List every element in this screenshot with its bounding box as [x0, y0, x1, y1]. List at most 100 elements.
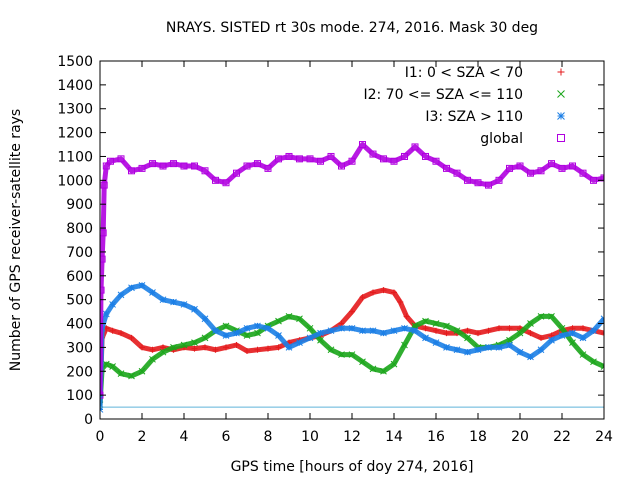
data-point — [369, 150, 377, 158]
legend: I1: 0 < SZA < 70 I2: 70 <= SZA <= 110 I3: … — [363, 65, 565, 147]
data-point — [243, 324, 251, 332]
data-point — [403, 313, 410, 320]
data-point — [369, 365, 377, 373]
data-point — [422, 325, 429, 332]
data-point — [212, 327, 219, 335]
data-point — [453, 327, 461, 335]
data-point — [118, 330, 124, 337]
x-tick-label: 22 — [553, 429, 571, 445]
data-point — [191, 305, 198, 313]
data-point — [102, 360, 110, 368]
data-point — [453, 346, 461, 354]
x-tick-label: 24 — [595, 429, 613, 445]
data-point — [380, 155, 387, 163]
data-point — [149, 355, 156, 363]
data-point — [338, 351, 345, 358]
data-point — [160, 344, 166, 351]
data-point — [170, 160, 177, 168]
data-point — [557, 134, 565, 142]
data-point — [128, 372, 135, 380]
data-point — [254, 160, 261, 168]
data-point — [464, 176, 471, 184]
data-point — [411, 327, 419, 335]
chart-title: NRAYS. SISTED rt 30s mode. 274, 2016. Ma… — [166, 20, 538, 36]
data-point — [432, 157, 440, 165]
legend-label: I1: 0 < SZA < 70 — [405, 65, 523, 81]
data-point — [296, 155, 303, 163]
data-point — [275, 155, 282, 163]
x-tick-label: 4 — [180, 429, 189, 445]
data-point — [557, 90, 565, 98]
data-point — [557, 68, 565, 76]
data-point — [100, 286, 105, 294]
x-tick-label: 8 — [264, 429, 273, 445]
series-square — [100, 141, 604, 399]
data-point — [422, 317, 429, 325]
data-point — [243, 162, 251, 170]
y-tick-label: 1000 — [57, 173, 93, 189]
data-point — [506, 325, 513, 332]
data-point — [201, 167, 209, 175]
data-point — [138, 367, 146, 375]
y-tick-label: 500 — [66, 293, 93, 309]
data-point — [464, 334, 471, 342]
data-point — [453, 169, 461, 177]
data-point — [495, 176, 503, 184]
data-point — [338, 324, 345, 332]
data-point — [180, 341, 188, 349]
data-point — [391, 289, 397, 296]
data-point — [369, 327, 377, 335]
data-point — [380, 287, 387, 294]
data-point — [390, 157, 398, 165]
data-point — [527, 169, 534, 177]
data-point — [485, 344, 492, 351]
data-point — [548, 313, 555, 320]
data-point — [527, 320, 534, 327]
data-point — [580, 325, 586, 332]
data-point — [149, 289, 156, 296]
data-point — [244, 347, 250, 354]
data-point — [537, 313, 545, 320]
x-tick-label: 16 — [427, 429, 445, 445]
y-tick-label: 1300 — [57, 102, 93, 118]
data-point — [348, 351, 356, 358]
x-tick-label: 6 — [222, 429, 231, 445]
data-point — [180, 301, 188, 308]
data-point — [306, 324, 314, 332]
data-point — [527, 330, 534, 337]
data-point — [233, 329, 240, 337]
y-tick-label: 900 — [66, 197, 93, 213]
data-point — [264, 324, 272, 332]
data-point — [201, 315, 209, 323]
y-tick-label: 1100 — [57, 149, 93, 165]
data-point — [579, 351, 587, 358]
data-point — [569, 329, 576, 337]
data-point — [558, 164, 566, 172]
data-point — [422, 152, 429, 160]
data-point — [202, 344, 208, 351]
data-point — [359, 358, 366, 366]
data-point — [590, 358, 597, 366]
data-point — [222, 332, 230, 339]
data-point — [475, 330, 481, 337]
data-point — [380, 367, 387, 375]
data-point — [432, 339, 440, 346]
data-point — [243, 332, 251, 339]
data-point — [265, 345, 271, 352]
data-point — [327, 346, 335, 354]
data-point — [159, 162, 167, 170]
data-point — [558, 324, 566, 332]
data-point — [390, 360, 398, 368]
data-point — [506, 336, 513, 344]
data-point — [222, 322, 230, 330]
data-point — [537, 167, 545, 175]
data-point — [433, 327, 439, 334]
data-point — [317, 329, 324, 337]
data-point — [254, 346, 261, 353]
data-point — [327, 152, 335, 160]
data-point — [548, 160, 555, 168]
x-tick-label: 12 — [343, 429, 361, 445]
x-tick-label: 0 — [96, 429, 105, 445]
data-point — [128, 284, 135, 292]
data-point — [102, 310, 110, 318]
